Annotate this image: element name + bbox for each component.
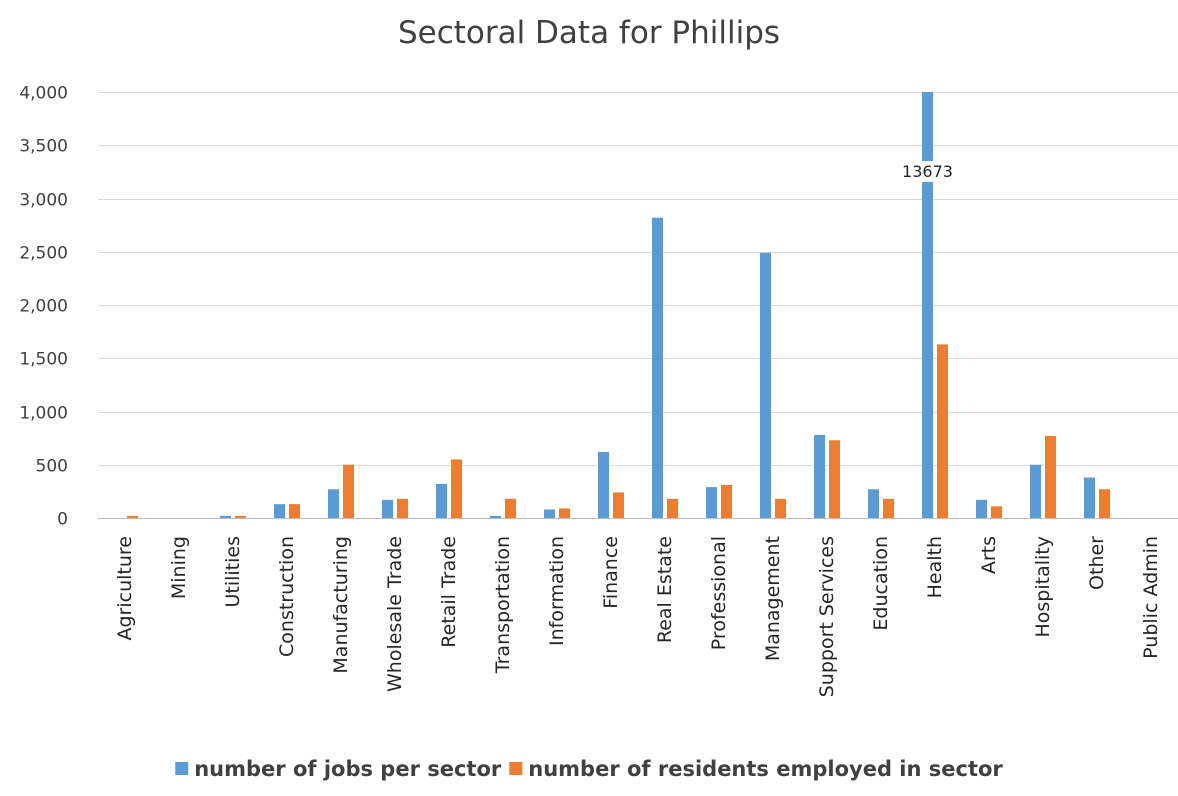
bar-residents-real-estate	[667, 498, 678, 518]
legend-item: number of jobs per sector	[175, 757, 502, 781]
bar-jobs-support-services	[814, 434, 825, 518]
bar-residents-construction	[289, 504, 300, 518]
bar-jobs-other	[1084, 477, 1095, 518]
x-tick-label: Education	[870, 536, 892, 631]
bar-residents-retail-trade	[451, 459, 462, 518]
y-axis-ticks: 0 500 1,000 1,500 2,000 2,500 3,000 3,500 4,000	[19, 84, 68, 530]
y-tick-label: 3,500	[19, 137, 68, 157]
bar-jobs-manufacturing	[328, 489, 339, 518]
x-axis-ticks: Agriculture Mining Utilities Construction Ma…	[114, 536, 1162, 697]
legend: number of jobs per sector number of resid…	[175, 757, 1003, 781]
data-labels: 13673	[899, 161, 956, 182]
legend-label: number of residents employed in sector	[528, 757, 1003, 781]
bar-residents-support-services	[829, 440, 840, 518]
x-tick-label: Manufacturing	[330, 536, 352, 674]
x-tick-label: Other	[1086, 536, 1108, 590]
bar-residents-education	[883, 498, 894, 518]
x-tick-label: Health	[924, 536, 946, 598]
y-tick-label: 0	[57, 510, 68, 530]
bar-residents-manufacturing	[343, 464, 354, 518]
x-tick-label: Construction	[276, 536, 298, 657]
y-tick-label: 2,500	[19, 244, 68, 264]
bar-jobs-health	[922, 92, 933, 518]
bar-jobs-transportation	[490, 515, 501, 518]
bar-jobs-education	[868, 489, 879, 518]
x-tick-label: Wholesale Trade	[384, 536, 406, 692]
bar-jobs-utilities	[220, 515, 231, 518]
legend-item: number of residents employed in sector	[509, 757, 1003, 781]
y-tick-label: 500	[36, 457, 68, 477]
legend-label: number of jobs per sector	[194, 757, 502, 781]
y-tick-label: 2,000	[19, 297, 68, 317]
bar-jobs-information	[544, 509, 555, 518]
x-tick-label: Mining	[168, 536, 190, 599]
bar-residents-agriculture	[127, 515, 138, 518]
bar-residents-professional	[721, 484, 732, 518]
bar-jobs-management	[760, 252, 771, 518]
bar-jobs-real-estate	[652, 217, 663, 519]
x-tick-label: Information	[546, 536, 568, 646]
x-tick-label: Retail Trade	[438, 536, 460, 648]
gridlines	[98, 92, 1178, 519]
x-tick-label: Management	[762, 536, 784, 661]
legend-swatch	[175, 762, 189, 775]
legend-swatch	[509, 762, 523, 775]
bar-jobs-finance	[598, 451, 609, 518]
bar-residents-information	[559, 508, 570, 518]
y-tick-label: 1,500	[19, 350, 68, 370]
bar-residents-arts	[991, 506, 1002, 518]
bars	[127, 92, 1110, 519]
bar-residents-management	[775, 498, 786, 518]
bar-jobs-professional	[706, 487, 717, 518]
bar-jobs-wholesale-trade	[382, 499, 393, 518]
bar-jobs-construction	[274, 504, 285, 518]
bar-residents-utilities	[235, 515, 246, 518]
y-tick-label: 4,000	[19, 84, 68, 104]
bar-residents-health	[937, 344, 948, 518]
x-tick-label: Utilities	[222, 536, 244, 608]
x-tick-label: Public Admin	[1140, 536, 1162, 659]
bar-residents-transportation	[505, 498, 516, 518]
bar-residents-other	[1099, 489, 1110, 518]
y-tick-label: 1,000	[19, 404, 68, 424]
x-tick-label: Finance	[600, 536, 622, 609]
x-tick-label: Support Services	[816, 536, 838, 697]
x-tick-label: Professional	[708, 536, 730, 650]
bar-jobs-retail-trade	[436, 483, 447, 518]
data-label: 13673	[902, 162, 953, 181]
y-tick-label: 3,000	[19, 191, 68, 211]
chart-title: Sectoral Data for Phillips	[398, 15, 780, 51]
bar-residents-finance	[613, 492, 624, 518]
x-tick-label: Real Estate	[654, 536, 676, 643]
data-label-background	[899, 161, 956, 182]
bar-residents-hospitality	[1045, 435, 1056, 518]
bar-jobs-arts	[976, 499, 987, 518]
x-tick-label: Transportation	[492, 536, 514, 674]
bar-residents-wholesale-trade	[397, 498, 408, 518]
x-tick-label: Hospitality	[1032, 536, 1054, 638]
x-tick-label: Arts	[978, 536, 1000, 574]
x-tick-label: Agriculture	[114, 536, 136, 641]
bar-jobs-hospitality	[1030, 464, 1041, 518]
